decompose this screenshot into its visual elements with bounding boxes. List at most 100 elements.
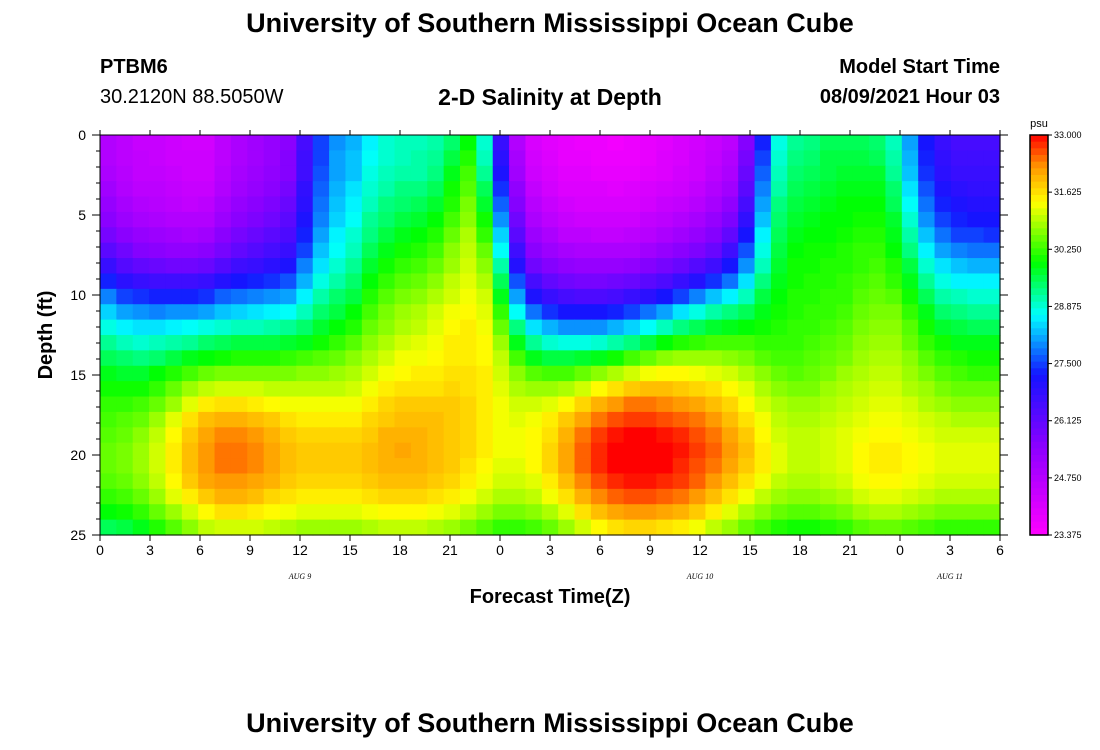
heatmap-cell: [754, 488, 772, 505]
heatmap-cell: [754, 304, 772, 321]
heatmap-cell: [460, 365, 477, 382]
heatmap-cell: [918, 458, 936, 475]
heatmap-cell: [836, 350, 854, 367]
heatmap-cell: [460, 381, 477, 398]
heatmap-cell: [443, 458, 461, 475]
heatmap-cell: [149, 196, 167, 213]
heatmap-cell: [934, 519, 952, 536]
heatmap-cell: [918, 227, 936, 244]
heatmap-cell: [852, 381, 870, 398]
heatmap-cell: [770, 381, 788, 398]
heatmap-cell: [983, 442, 1001, 459]
heatmap-cell: [672, 227, 690, 244]
heatmap-cell: [165, 365, 183, 382]
heatmap-cell: [721, 381, 739, 398]
heatmap-cell: [280, 288, 297, 305]
heatmap-cell: [705, 196, 723, 213]
heatmap-cell: [885, 211, 903, 228]
heatmap-cell: [410, 150, 428, 167]
heatmap-cell: [378, 242, 396, 259]
colorbar-segment: [1030, 261, 1048, 269]
heatmap-cell: [263, 519, 281, 536]
heatmap-cell: [132, 411, 150, 428]
heatmap-cell: [672, 319, 690, 336]
heatmap-cell: [852, 150, 870, 167]
heatmap-cell: [312, 150, 330, 167]
colorbar-segment: [1030, 135, 1048, 143]
heatmap-cell: [836, 227, 854, 244]
heatmap-cell: [950, 135, 968, 151]
heatmap-cell: [149, 288, 167, 305]
heatmap-cell: [689, 258, 707, 275]
heatmap-cell: [918, 196, 936, 213]
heatmap-cell: [590, 165, 608, 182]
heatmap-cell: [721, 365, 739, 382]
heatmap-cell: [165, 304, 183, 321]
heatmap-cell: [230, 427, 248, 444]
heatmap-cell: [247, 181, 265, 198]
heatmap-cell: [885, 519, 903, 536]
heatmap-cell: [541, 181, 559, 198]
heatmap-cell: [476, 458, 494, 475]
heatmap-cell: [214, 442, 232, 459]
heatmap-cell: [214, 211, 232, 228]
heatmap-cell: [263, 319, 281, 336]
heatmap-cell: [967, 458, 985, 475]
heatmap-cell: [901, 288, 919, 305]
heatmap-cell: [280, 427, 297, 444]
heatmap-cell: [901, 319, 919, 336]
heatmap-cell: [983, 258, 1001, 275]
heatmap-cell: [116, 519, 134, 536]
heatmap-cell: [541, 258, 559, 275]
heatmap-cell: [345, 350, 363, 367]
heatmap-cell: [280, 458, 297, 475]
heatmap-cell: [803, 335, 821, 351]
heatmap-cell: [787, 227, 805, 244]
heatmap-cell: [378, 411, 396, 428]
heatmap-cell: [198, 227, 216, 244]
colorbar-segment: [1030, 155, 1048, 163]
heatmap-cell: [165, 519, 183, 536]
heatmap-cell: [885, 458, 903, 475]
x-tick-label: 6: [596, 542, 604, 558]
heatmap-cell: [394, 335, 412, 351]
heatmap-cell: [247, 473, 265, 490]
heatmap-cell: [918, 258, 936, 275]
heatmap-cell: [214, 304, 232, 321]
date-label: AUG 11: [936, 572, 963, 581]
heatmap-cell: [509, 258, 527, 275]
heatmap-cell: [394, 488, 412, 505]
heatmap-cell: [656, 381, 674, 398]
heatmap-cell: [525, 504, 543, 521]
heatmap-cell: [705, 411, 723, 428]
heatmap-cell: [983, 473, 1001, 490]
heatmap-cell: [525, 304, 543, 321]
heatmap-cell: [100, 442, 117, 459]
heatmap-cell: [345, 273, 363, 290]
heatmap-cell: [541, 350, 559, 367]
heatmap-cell: [214, 350, 232, 367]
colorbar-segment: [1030, 175, 1048, 183]
heatmap-cell: [770, 227, 788, 244]
heatmap-cell: [885, 304, 903, 321]
heatmap-cell: [165, 288, 183, 305]
heatmap-cell: [476, 135, 494, 151]
heatmap-cell: [132, 273, 150, 290]
heatmap-cell: [787, 335, 805, 351]
heatmap-cell: [918, 519, 936, 536]
heatmap-cell: [247, 258, 265, 275]
heatmap-cell: [852, 335, 870, 351]
heatmap-cell: [296, 258, 314, 275]
heatmap-cell: [820, 227, 837, 244]
heatmap-cell: [280, 319, 297, 336]
heatmap-cell: [869, 304, 887, 321]
heatmap-cell: [329, 504, 347, 521]
heatmap-cell: [852, 181, 870, 198]
heatmap-cell: [427, 150, 445, 167]
heatmap-cell: [885, 396, 903, 413]
heatmap-cell: [263, 211, 281, 228]
heatmap-cell: [656, 427, 674, 444]
heatmap-cell: [950, 150, 968, 167]
heatmap-cell: [427, 335, 445, 351]
heatmap-cell: [721, 211, 739, 228]
